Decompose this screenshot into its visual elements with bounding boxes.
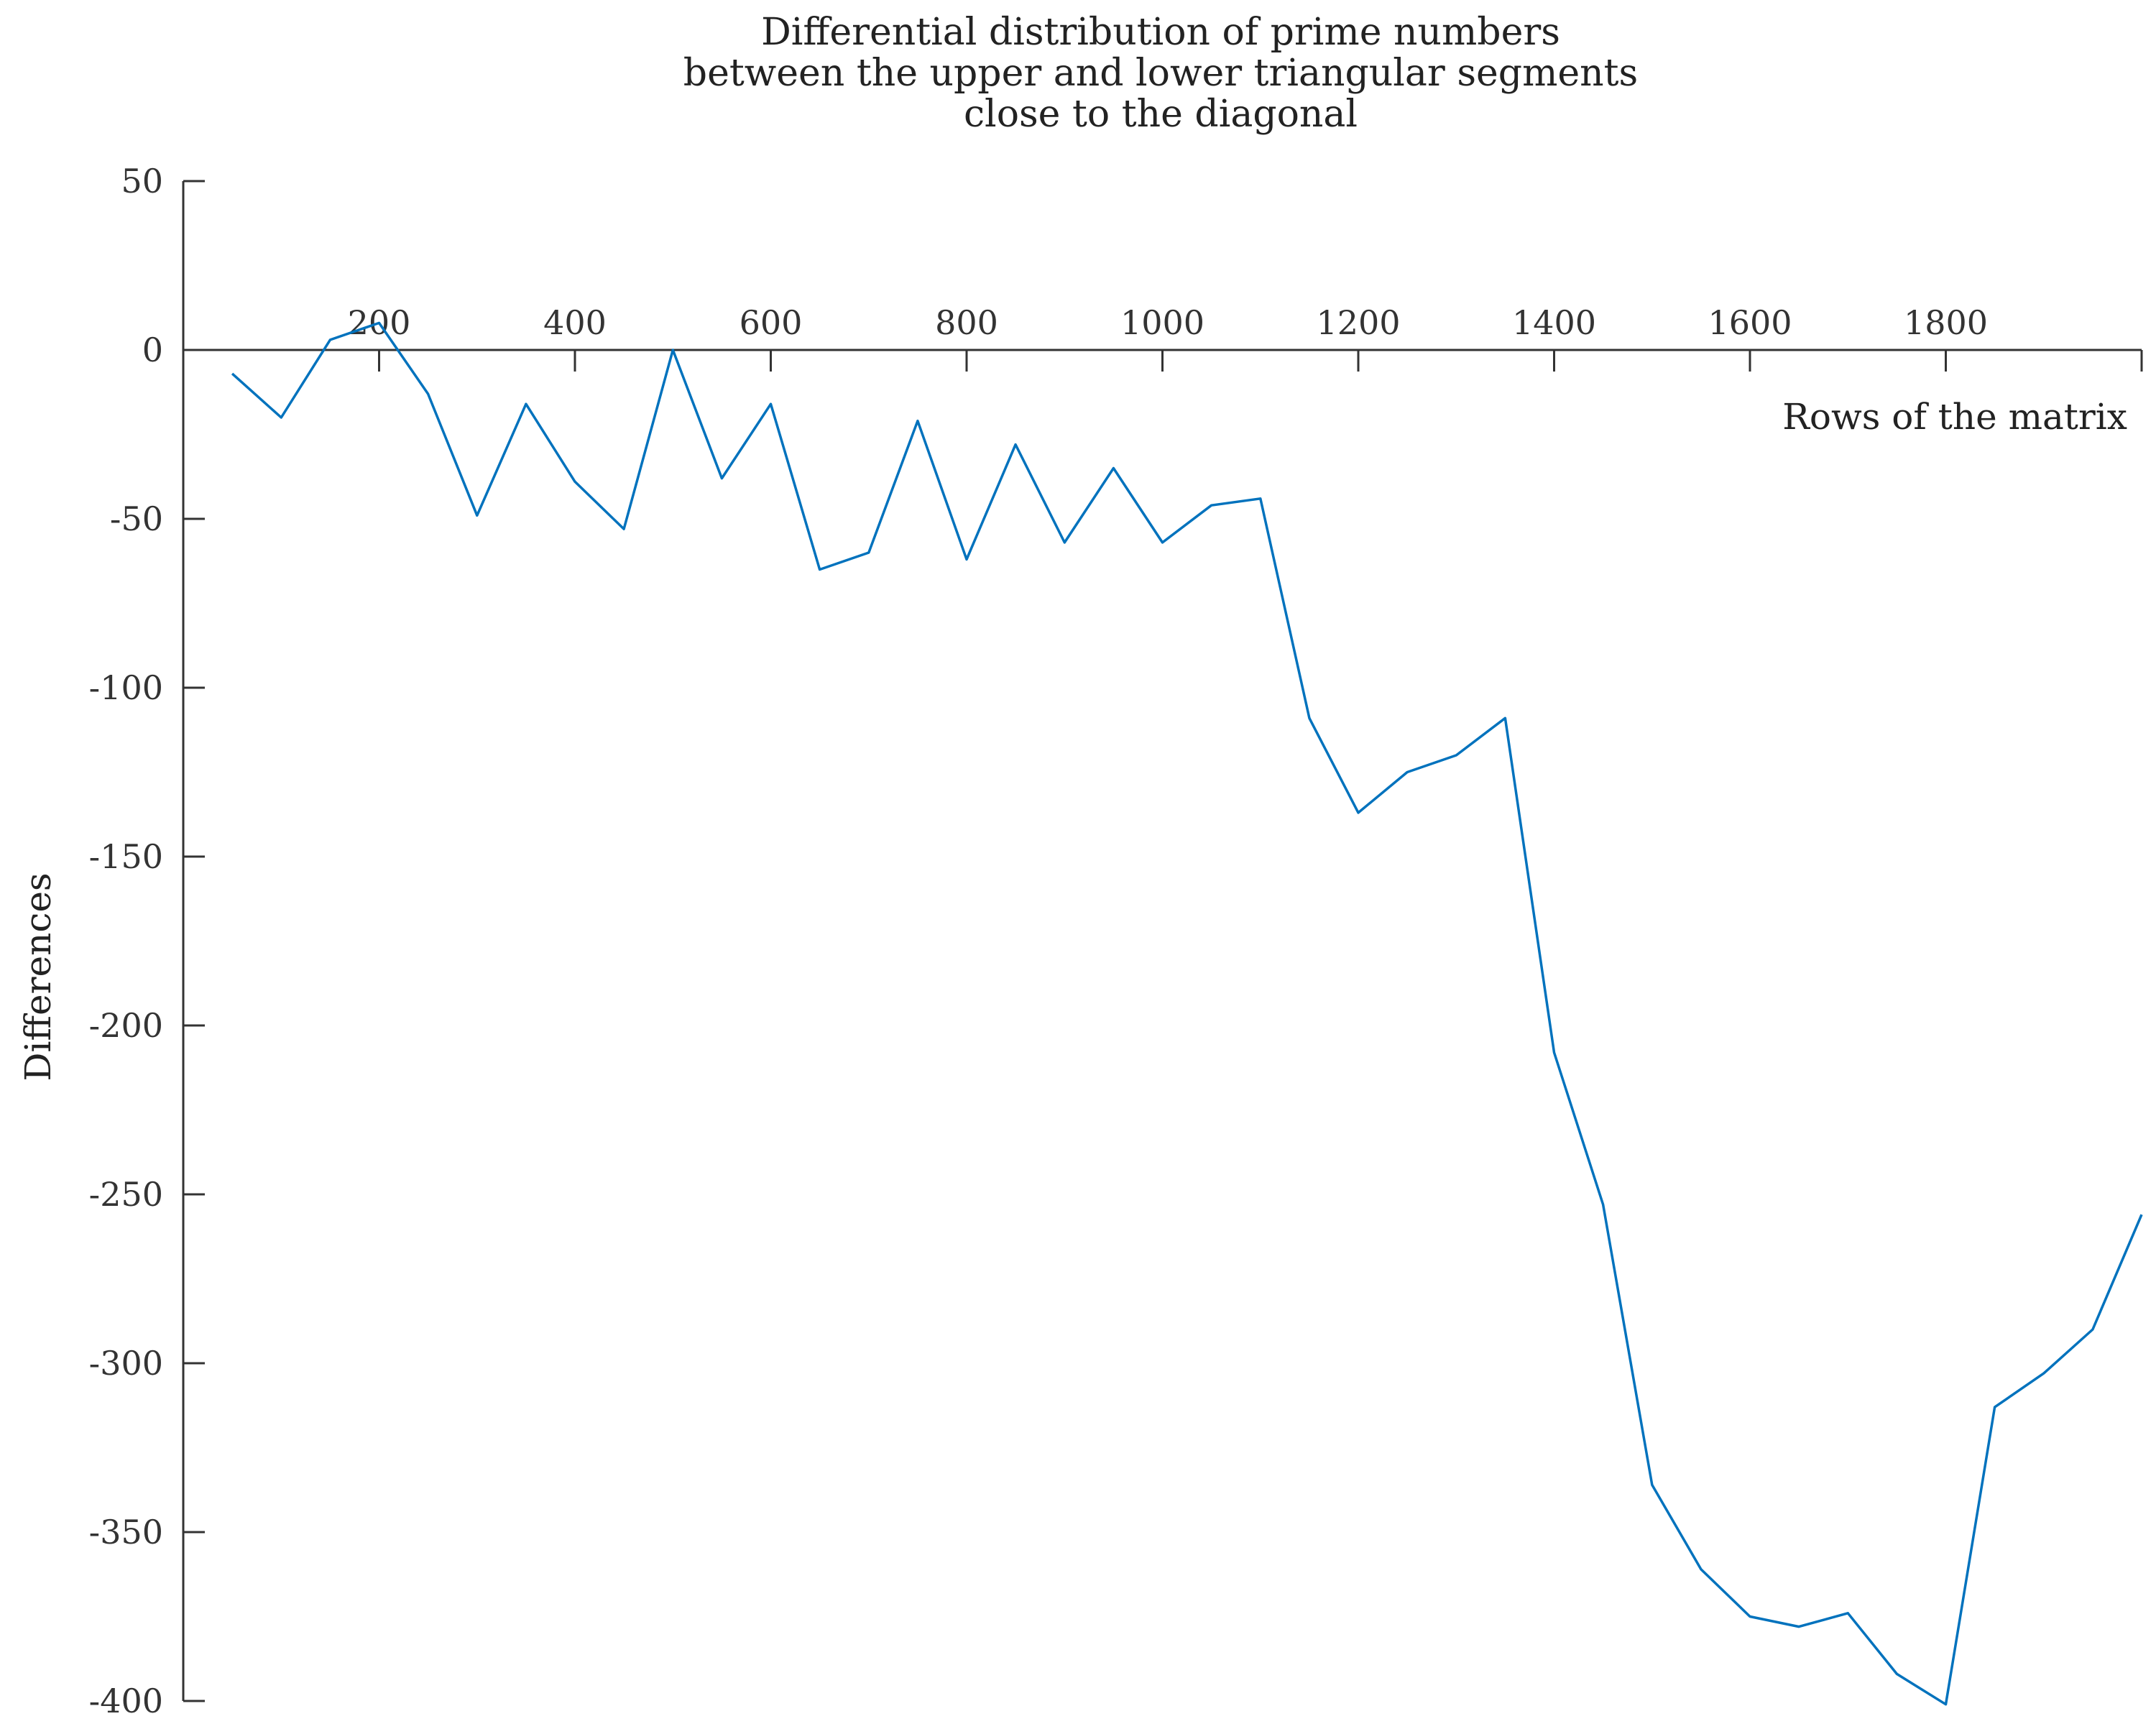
x-axis-label: Rows of the matrix bbox=[1782, 396, 2127, 438]
y-tick-label: -400 bbox=[89, 1682, 163, 1720]
y-tick-label: -50 bbox=[110, 499, 163, 538]
x-tick-label: 1600 bbox=[1708, 303, 1792, 342]
title-line: between the upper and lower triangular s… bbox=[683, 52, 1638, 95]
y-tick-label: -150 bbox=[89, 837, 163, 876]
y-tick-label: -350 bbox=[89, 1513, 163, 1552]
y-tick-label: 50 bbox=[121, 162, 163, 200]
y-tick-label: 0 bbox=[142, 331, 163, 369]
title-line: Differential distribution of prime numbe… bbox=[761, 11, 1560, 54]
x-tick-label: 400 bbox=[543, 303, 607, 342]
chart-title: Differential distribution of prime numbe… bbox=[683, 11, 1638, 136]
y-axis-label: Differences bbox=[17, 872, 59, 1081]
x-axis: 200 400 600 800 1000 1200 1400 1600 1800 bbox=[183, 303, 2143, 372]
y-tick-label: -200 bbox=[89, 1006, 163, 1045]
x-tick-label: 1000 bbox=[1120, 303, 1204, 342]
x-tick-label: 1400 bbox=[1512, 303, 1596, 342]
series-group bbox=[231, 321, 2143, 1706]
x-tick-label: 600 bbox=[740, 303, 803, 342]
y-tick-label: -250 bbox=[89, 1175, 163, 1214]
x-tick-label: 800 bbox=[935, 303, 998, 342]
y-axis: 50 0 -50 -100 -150 -200 -250 -300 -350 -400 bbox=[89, 162, 205, 1720]
x-tick-label: 1800 bbox=[1904, 303, 1988, 342]
y-tick-label: -100 bbox=[89, 668, 163, 707]
y-tick-label: -300 bbox=[89, 1344, 163, 1383]
x-tick-label: 1200 bbox=[1316, 303, 1400, 342]
title-line: close to the diagonal bbox=[964, 93, 1358, 136]
series-line bbox=[231, 321, 2143, 1706]
